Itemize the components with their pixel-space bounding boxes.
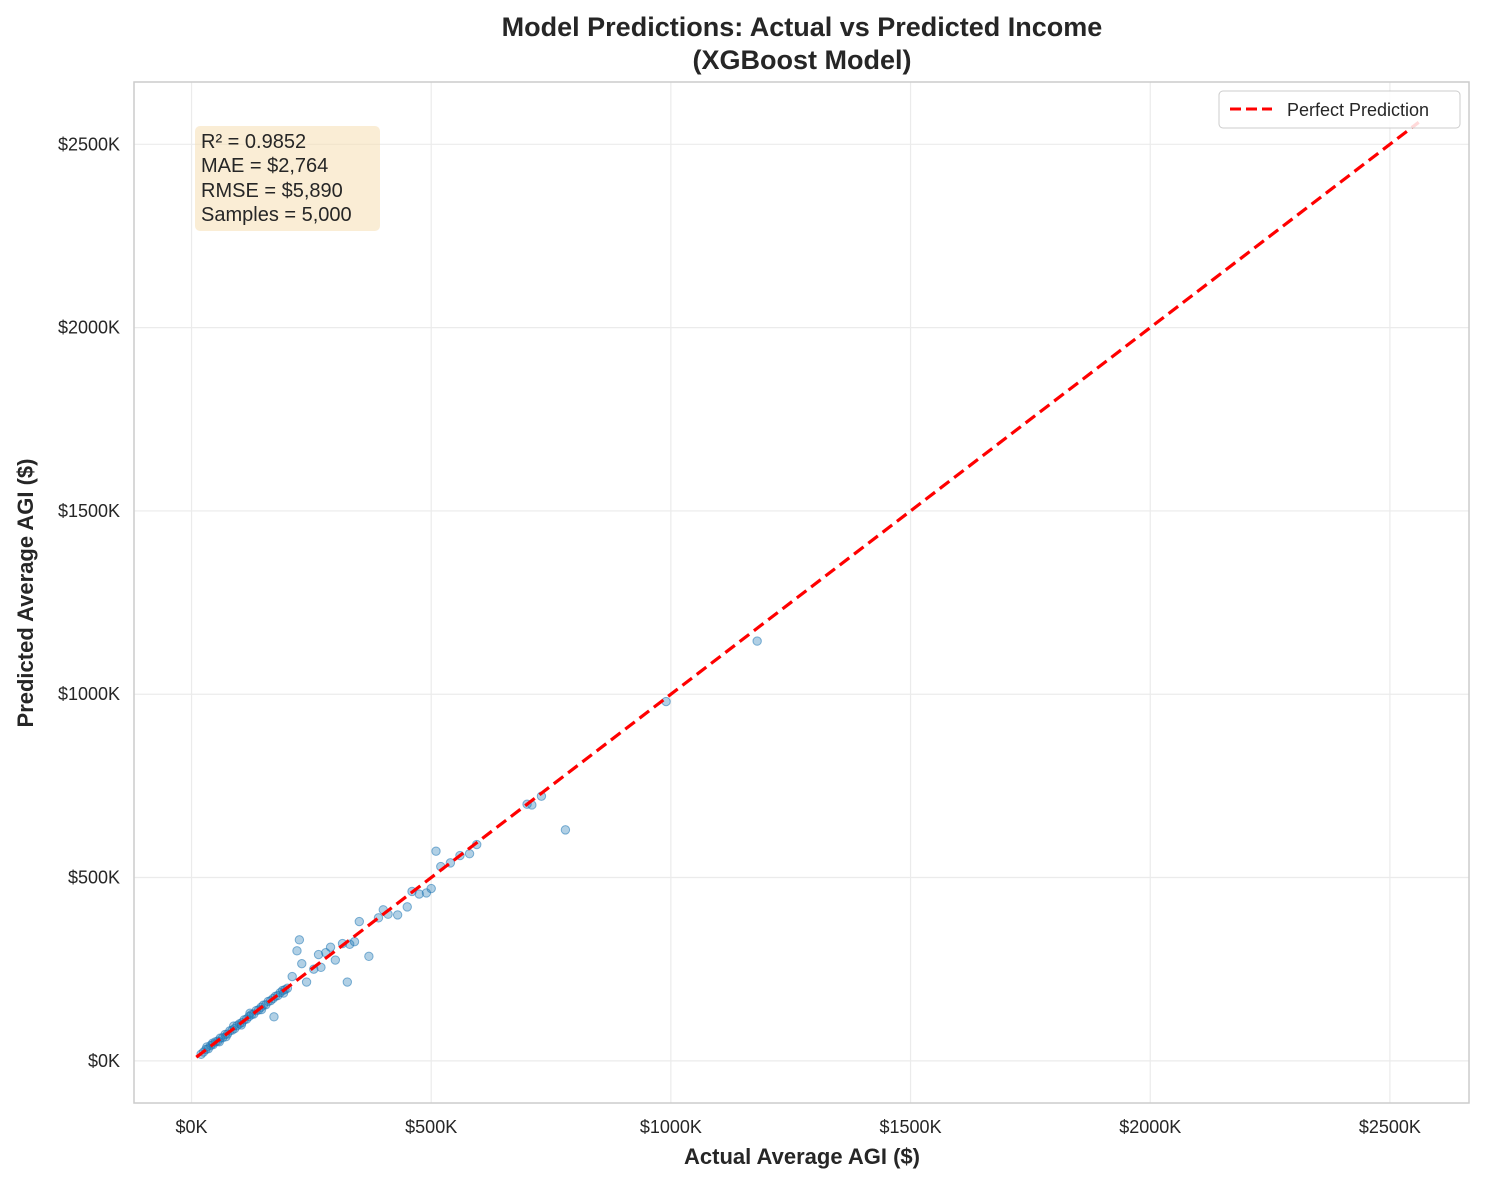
plot-frame [133,81,1470,1104]
y-tick-label: $1000K [58,684,120,704]
perfect-prediction-line [195,121,1420,1059]
legend: Perfect Prediction [1218,90,1461,129]
scatter-point [313,949,324,960]
scatter-point [292,946,302,956]
scatter-point [560,825,571,835]
stats-box-background [195,126,380,231]
scatter-point [392,910,403,920]
scatter-point [464,849,475,859]
stat-r-squared: R² = 0.9852 [201,131,306,153]
scatter-point [414,889,424,899]
y-tick-label: $2500K [58,134,120,154]
reference-line-layer [195,121,1420,1059]
x-tick-label: $0K [176,1117,208,1137]
scatter-point [752,636,762,646]
scatter-point [364,951,374,962]
scatter-point [342,977,353,987]
scatter-point [330,955,341,965]
legend-label-perfect-prediction: Perfect Prediction [1287,100,1429,120]
x-tick-label: $1000K [640,1117,702,1137]
scatter-point [431,846,441,856]
y-tick-label: $1500K [58,501,120,521]
scatter-point [402,902,412,912]
chart-title: Model Predictions: Actual vs Predicted I… [502,12,1103,42]
y-tick-label: $500K [68,868,120,888]
tick-labels: $0K $500K $1000K $1500K $2000K $2500K $0K $500K… [58,134,1421,1137]
x-tick-label: $2000K [1119,1117,1181,1137]
stats-box: R² = 0.9852 MAE = $2,764 RMSE = $5,890 S… [195,126,380,231]
chart-subtitle: (XGBoost Model) [693,45,912,75]
scatter-point [297,958,307,969]
y-axis-label: Predicted Average AGI ($) [13,459,38,728]
legend-frame [1218,90,1461,129]
scatter-point [349,936,360,947]
scatter-point [426,883,436,894]
stat-samples: Samples = 5,000 [201,204,352,226]
x-tick-label: $500K [405,1117,457,1137]
scatter-point [287,971,297,982]
scatter-point [354,916,364,927]
y-tick-label: $0K [88,1051,120,1071]
scatter-point [301,977,312,987]
stat-rmse: RMSE = $5,890 [201,180,343,202]
scatter-point [269,1012,279,1022]
x-axis-label: Actual Average AGI ($) [684,1144,920,1169]
scatter-point [245,1008,255,1018]
x-tick-label: $1500K [880,1117,942,1137]
x-tick-label: $2500K [1359,1117,1421,1137]
grid-lines [134,82,1469,1103]
stat-mae: MAE = $2,764 [201,155,328,177]
scatter-point [294,935,305,945]
y-tick-label: $2000K [58,318,120,338]
scatter-point [325,942,336,952]
